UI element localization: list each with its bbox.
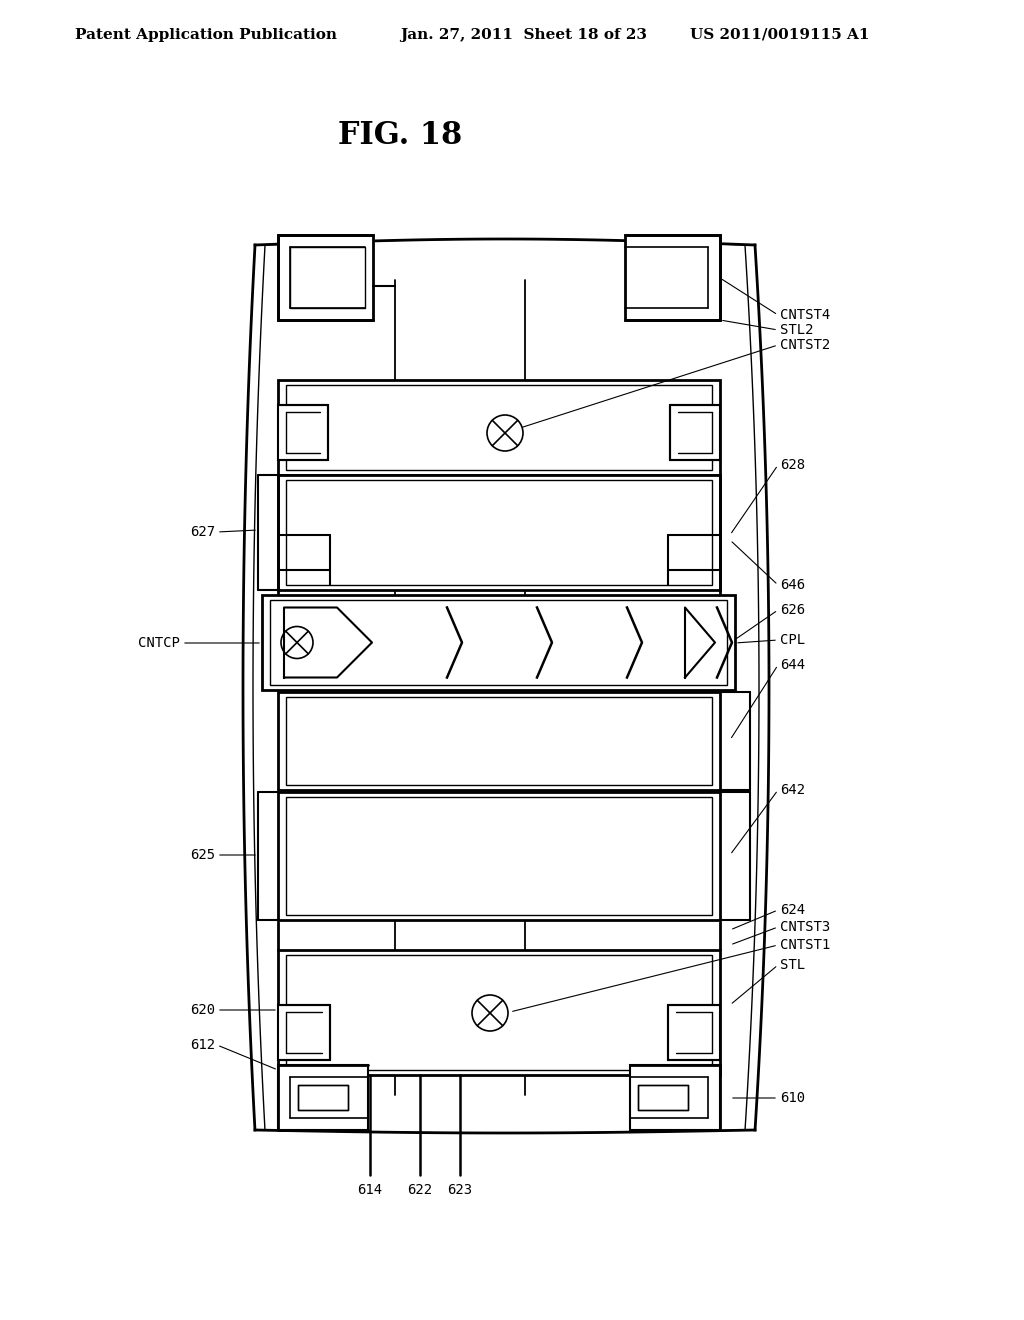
- Text: 642: 642: [780, 783, 805, 797]
- Text: CNTST3: CNTST3: [780, 920, 830, 935]
- Bar: [290, 247, 365, 308]
- Bar: [286, 385, 712, 470]
- Bar: [278, 792, 720, 920]
- Bar: [630, 1065, 720, 1130]
- Text: CNTCP: CNTCP: [138, 636, 180, 649]
- Bar: [278, 950, 720, 1074]
- Bar: [278, 950, 720, 1074]
- Text: 627: 627: [189, 525, 215, 539]
- Bar: [278, 792, 720, 920]
- Bar: [625, 235, 720, 319]
- Polygon shape: [685, 607, 715, 677]
- Text: 628: 628: [780, 458, 805, 473]
- Text: 612: 612: [189, 1038, 215, 1052]
- Text: CNTST4: CNTST4: [780, 308, 830, 322]
- Text: STL2: STL2: [780, 323, 813, 337]
- Text: 620: 620: [189, 1003, 215, 1016]
- Bar: [278, 692, 720, 789]
- Bar: [278, 475, 720, 590]
- Text: 624: 624: [780, 903, 805, 917]
- Text: FIG. 18: FIG. 18: [338, 120, 462, 150]
- Text: 610: 610: [780, 1092, 805, 1105]
- Text: STL: STL: [780, 958, 805, 972]
- Bar: [286, 697, 712, 785]
- Polygon shape: [284, 607, 372, 677]
- Bar: [286, 797, 712, 915]
- Bar: [278, 405, 328, 459]
- Bar: [278, 380, 720, 475]
- Text: 646: 646: [780, 578, 805, 591]
- Bar: [638, 1085, 688, 1110]
- Bar: [262, 595, 735, 690]
- Text: 623: 623: [447, 1183, 472, 1197]
- Text: 622: 622: [408, 1183, 432, 1197]
- Text: CNTST2: CNTST2: [780, 338, 830, 352]
- Bar: [278, 380, 720, 475]
- Bar: [286, 954, 712, 1071]
- Text: CPL: CPL: [780, 634, 805, 647]
- Text: Patent Application Publication: Patent Application Publication: [75, 28, 337, 42]
- Text: 644: 644: [780, 657, 805, 672]
- Text: CNTST1: CNTST1: [780, 939, 830, 952]
- Bar: [670, 405, 720, 459]
- Text: 625: 625: [189, 847, 215, 862]
- Bar: [286, 480, 712, 585]
- Text: 614: 614: [357, 1183, 383, 1197]
- Bar: [278, 1065, 368, 1130]
- Bar: [298, 1085, 348, 1110]
- Bar: [278, 475, 720, 590]
- Text: US 2011/0019115 A1: US 2011/0019115 A1: [690, 28, 869, 42]
- Text: Jan. 27, 2011  Sheet 18 of 23: Jan. 27, 2011 Sheet 18 of 23: [400, 28, 647, 42]
- Bar: [270, 601, 727, 685]
- Bar: [278, 1005, 330, 1060]
- Bar: [278, 235, 373, 319]
- Text: 626: 626: [780, 603, 805, 616]
- Bar: [668, 1005, 720, 1060]
- Bar: [278, 692, 720, 789]
